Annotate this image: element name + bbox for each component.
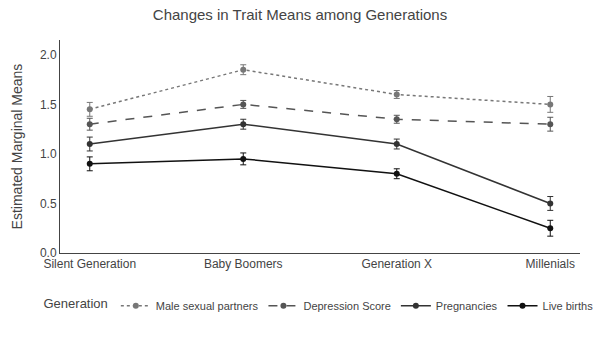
svg-text:Male sexual partners: Male sexual partners [156,300,259,312]
svg-text:Baby Boomers: Baby Boomers [204,257,283,271]
svg-text:Depression Score: Depression Score [303,300,390,312]
svg-text:Estimated Marginal Means: Estimated Marginal Means [9,64,25,230]
svg-text:0.0: 0.0 [40,246,57,260]
svg-text:Live births: Live births [543,300,594,312]
svg-text:0.5: 0.5 [40,197,57,211]
svg-text:1.0: 1.0 [40,147,57,161]
svg-text:Silent Generation: Silent Generation [43,257,136,271]
svg-text:Generation: Generation [44,296,108,311]
svg-text:1.5: 1.5 [40,98,57,112]
svg-text:Changes in Trait Means among G: Changes in Trait Means among Generations [153,6,447,23]
svg-text:Generation X: Generation X [361,257,432,271]
svg-text:2.0: 2.0 [40,48,57,62]
svg-text:Millenials: Millenials [526,257,575,271]
svg-text:Pregnancies: Pregnancies [436,300,498,312]
